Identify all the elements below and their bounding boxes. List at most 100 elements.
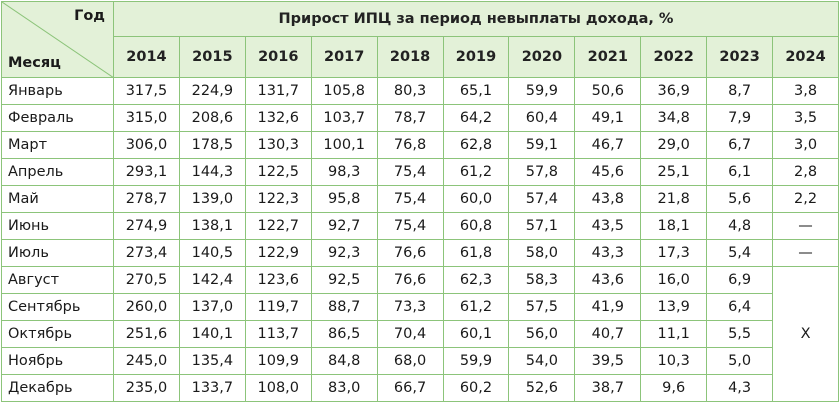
value-cell: 75,4: [376, 158, 444, 186]
value-cell: 4,3: [706, 374, 774, 402]
value-cell: 66,7: [376, 374, 444, 402]
year-header: 2014: [113, 36, 180, 78]
value-cell: 113,7: [244, 320, 312, 348]
month-cell: Июль: [1, 239, 114, 267]
value-cell: 6,4: [706, 293, 774, 321]
value-cell: 122,3: [244, 185, 312, 213]
data-row: Сентябрь 260,0 137,0 119,7 88,7 73,3 61,2 57,5 4…: [1, 293, 839, 321]
value-cell: 132,6: [244, 104, 312, 132]
month-cell: Август: [1, 266, 114, 294]
value-cell: 140,1: [178, 320, 246, 348]
value-cell: 103,7: [310, 104, 378, 132]
value-cell: 16,0: [640, 266, 708, 294]
value-cell: 43,6: [574, 266, 642, 294]
value-cell: 45,6: [574, 158, 642, 186]
month-cell: Май: [1, 185, 114, 213]
value-cell: 43,5: [574, 212, 642, 240]
data-row: Февраль 315,0 208,6 132,6 103,7 78,7 64,2 60,4 4…: [1, 104, 839, 132]
corner-cell: Год Месяц: [1, 1, 114, 78]
value-cell: 52,6: [508, 374, 576, 402]
value-cell: 57,8: [508, 158, 576, 186]
value-cell: 119,7: [244, 293, 312, 321]
month-cell: Март: [1, 131, 114, 159]
value-cell: 3,0: [772, 131, 839, 159]
value-cell: 11,1: [640, 320, 708, 348]
value-cell: 7,9: [706, 104, 774, 132]
value-cell: 3,8: [772, 77, 839, 105]
year-header: 2022: [640, 36, 708, 78]
value-cell: 49,1: [574, 104, 642, 132]
value-cell: 6,7: [706, 131, 774, 159]
value-cell: 29,0: [640, 131, 708, 159]
value-cell: 5,6: [706, 185, 774, 213]
value-cell: 293,1: [113, 158, 180, 186]
value-cell: 92,3: [310, 239, 378, 267]
value-cell: 76,8: [376, 131, 444, 159]
year-header: 2021: [574, 36, 642, 78]
data-row: Апрель 293,1 144,3 122,5 98,3 75,4 61,2 57,8 45,…: [1, 158, 839, 186]
value-cell: 315,0: [113, 104, 180, 132]
value-cell: 8,7: [706, 77, 774, 105]
value-cell: 58,0: [508, 239, 576, 267]
years-row: 2014 2015 2016 2017 2018 2019 2020 2021 2022 2023…: [2, 36, 839, 78]
value-cell: 61,2: [442, 293, 510, 321]
value-cell: 78,7: [376, 104, 444, 132]
value-cell: 224,9: [178, 77, 246, 105]
value-cell: 306,0: [113, 131, 180, 159]
value-cell: 80,3: [376, 77, 444, 105]
value-cell: 208,6: [178, 104, 246, 132]
value-cell: 6,9: [706, 266, 774, 294]
value-cell: 21,8: [640, 185, 708, 213]
value-cell: 50,6: [574, 77, 642, 105]
month-cell: Июнь: [1, 212, 114, 240]
month-cell: Апрель: [1, 158, 114, 186]
value-cell: 260,0: [113, 293, 180, 321]
data-row: Октябрь 251,6 140,1 113,7 86,5 70,4 60,1 56,0 40…: [1, 320, 839, 348]
value-cell: 43,3: [574, 239, 642, 267]
value-cell: 10,3: [640, 347, 708, 375]
data-row: Май 278,7 139,0 122,3 95,8 75,4 60,0 57,4 43,8 21…: [1, 185, 839, 213]
value-cell: 135,4: [178, 347, 246, 375]
year-header: 2017: [310, 36, 378, 78]
data-row: Июнь 274,9 138,1 122,7 92,7 75,4 60,8 57,1 43,5 1…: [1, 212, 839, 240]
value-cell: 92,7: [310, 212, 378, 240]
value-cell: 100,1: [310, 131, 378, 159]
value-cell: 84,8: [310, 347, 378, 375]
cpi-table: Год Месяц Прирост ИПЦ за период невыплат…: [1, 1, 839, 402]
value-cell: 142,4: [178, 266, 246, 294]
value-cell: 36,9: [640, 77, 708, 105]
value-cell: 88,7: [310, 293, 378, 321]
value-cell: 64,2: [442, 104, 510, 132]
value-cell: 25,1: [640, 158, 708, 186]
value-cell: 138,1: [178, 212, 246, 240]
year-header: 2018: [376, 36, 444, 78]
value-cell: 4,8: [706, 212, 774, 240]
value-cell: 34,8: [640, 104, 708, 132]
data-row: Июль 273,4 140,5 122,9 92,3 76,6 61,8 58,0 43,3 1…: [1, 239, 839, 267]
value-cell: —: [772, 212, 839, 240]
year-header: 2023: [706, 36, 774, 78]
value-cell: 98,3: [310, 158, 378, 186]
value-cell: 108,0: [244, 374, 312, 402]
value-cell: 137,0: [178, 293, 246, 321]
value-cell: 2,2: [772, 185, 839, 213]
value-cell: 123,6: [244, 266, 312, 294]
data-row: Декабрь 235,0 133,7 108,0 83,0 66,7 60,2 52,6 38…: [1, 374, 839, 402]
value-cell: 270,5: [113, 266, 180, 294]
value-cell: 9,6: [640, 374, 708, 402]
value-cell: 133,7: [178, 374, 246, 402]
value-cell: 43,8: [574, 185, 642, 213]
table-title: Прирост ИПЦ за период невыплаты дохода, …: [113, 1, 839, 37]
value-cell: 57,1: [508, 212, 576, 240]
value-cell: 122,5: [244, 158, 312, 186]
month-label: Месяц: [8, 55, 61, 71]
value-cell: 273,4: [113, 239, 180, 267]
value-cell: 139,0: [178, 185, 246, 213]
month-cell: Октябрь: [1, 320, 114, 348]
month-cell: Сентябрь: [1, 293, 114, 321]
value-cell: 70,4: [376, 320, 444, 348]
month-cell: Декабрь: [1, 374, 114, 402]
value-cell: 57,5: [508, 293, 576, 321]
data-row: Август 270,5 142,4 123,6 92,5 76,6 62,3 58,3 43,…: [1, 266, 839, 402]
